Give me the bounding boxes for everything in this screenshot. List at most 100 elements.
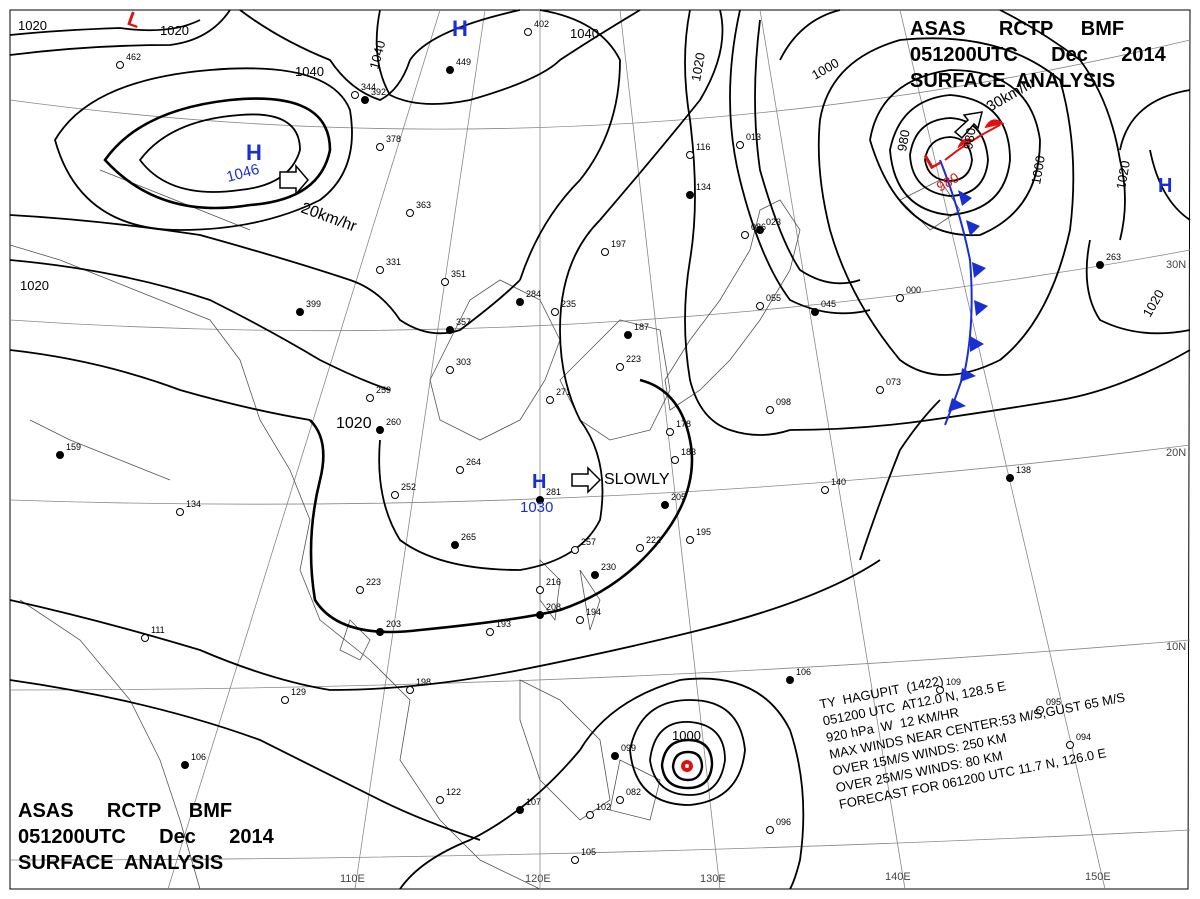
station-pressure: 331 <box>386 257 401 267</box>
lon-label: 110E <box>340 873 365 885</box>
isobar <box>559 9 724 331</box>
station-pressure: 264 <box>466 457 481 467</box>
isobar-label: 1000 <box>672 728 701 743</box>
station-marker <box>486 628 494 636</box>
station-marker <box>451 541 459 549</box>
station-marker <box>391 491 399 499</box>
station-marker <box>876 386 884 394</box>
station-marker <box>624 331 632 339</box>
station-marker <box>516 298 524 306</box>
station-marker <box>586 811 594 819</box>
isobar-label: 1020 <box>688 51 708 82</box>
high-center-symbol: H <box>246 140 262 165</box>
station-pressure: 399 <box>306 299 321 309</box>
station-marker <box>536 586 544 594</box>
isobar <box>9 9 231 56</box>
station-marker <box>741 231 749 239</box>
station-marker <box>376 143 384 151</box>
title-line: SURFACE ANALYSIS <box>18 852 224 874</box>
isobar-label: 1020 <box>160 23 189 38</box>
station-marker <box>766 406 774 414</box>
isobar <box>9 259 391 391</box>
isobar <box>519 9 621 281</box>
station-marker <box>296 308 304 316</box>
lon-label: 140E <box>885 871 911 883</box>
station-marker <box>1036 706 1044 714</box>
station-pressure: 193 <box>496 619 511 629</box>
station-pressure: 086 <box>751 222 766 232</box>
title-bottom: ASAS RCTP BMF 051200UTC Dec 2014 SURFACE… <box>18 798 298 876</box>
station-marker <box>576 616 584 624</box>
isobar <box>375 9 641 105</box>
isobar-label: 1040 <box>570 26 599 41</box>
map-frame <box>9 9 1191 890</box>
station-marker <box>551 308 559 316</box>
station-marker <box>591 571 599 579</box>
high-center-symbol: H <box>532 471 546 493</box>
isobar-label: 1020 <box>20 278 49 293</box>
high-center-symbol: H <box>452 16 468 41</box>
graticule <box>9 9 1191 890</box>
isobar <box>9 19 201 36</box>
isobar <box>649 721 726 796</box>
isobar <box>660 738 714 790</box>
station-marker <box>446 66 454 74</box>
station-pressure: 402 <box>534 19 549 29</box>
isobar <box>999 9 1126 241</box>
station-pressure: 095 <box>1046 697 1061 707</box>
station-marker <box>406 209 414 217</box>
station-pressure: 045 <box>821 299 836 309</box>
station-pressure: 082 <box>626 787 641 797</box>
isobar <box>9 559 881 691</box>
title-line: 051200UTC Dec 2014 <box>910 44 1166 66</box>
title-line: 051200UTC Dec 2014 <box>18 826 274 848</box>
station-marker <box>616 796 624 804</box>
station-marker <box>436 796 444 804</box>
station-pressure: 235 <box>561 299 576 309</box>
station-pressure: 111 <box>151 625 165 635</box>
station-pressure: 138 <box>1016 465 1031 475</box>
station-pressure: 344 <box>361 82 376 92</box>
station-pressure: 140 <box>831 477 846 487</box>
station-pressure: 205 <box>671 492 686 502</box>
station-pressure: 303 <box>456 357 471 367</box>
cold-front <box>939 159 988 426</box>
isobar <box>684 9 791 436</box>
isobar <box>869 69 1041 237</box>
isobar <box>9 214 521 335</box>
station-pressure: 271 <box>556 387 571 397</box>
isobar <box>1085 239 1191 335</box>
station-pressure: 259 <box>376 385 391 395</box>
high-center-value: 1030 <box>520 499 553 516</box>
station-pressure: 000 <box>906 285 921 295</box>
isobar <box>754 19 861 285</box>
lon-label: 120E <box>525 873 551 885</box>
lat-label: 10N <box>1166 641 1186 653</box>
station-marker <box>821 486 829 494</box>
station-pressure: 106 <box>191 752 206 762</box>
isobar <box>779 9 841 61</box>
station-marker <box>571 856 579 864</box>
station-pressure: 134 <box>696 182 711 192</box>
station-marker <box>571 546 579 554</box>
isobar <box>889 94 1011 216</box>
station-marker <box>446 326 454 334</box>
station-marker <box>456 466 464 474</box>
station-marker <box>736 141 744 149</box>
title-line: ASAS RCTP BMF <box>18 800 233 822</box>
isobar-label: 1040 <box>295 64 324 79</box>
station-marker <box>1006 474 1014 482</box>
isobar-label: 1020 <box>336 415 372 432</box>
station-pressure: 073 <box>886 377 901 387</box>
station-pressure: 462 <box>126 52 141 62</box>
high-center-symbol: H <box>1158 175 1172 197</box>
station-marker <box>611 752 619 760</box>
station-marker <box>376 266 384 274</box>
station-pressure: 102 <box>596 802 611 812</box>
station-marker <box>661 501 669 509</box>
station-pressure: 263 <box>1106 252 1121 262</box>
isobar <box>138 113 301 193</box>
title-line: ASAS RCTP BMF <box>910 18 1125 40</box>
isobar <box>239 9 521 101</box>
station-marker <box>616 363 624 371</box>
